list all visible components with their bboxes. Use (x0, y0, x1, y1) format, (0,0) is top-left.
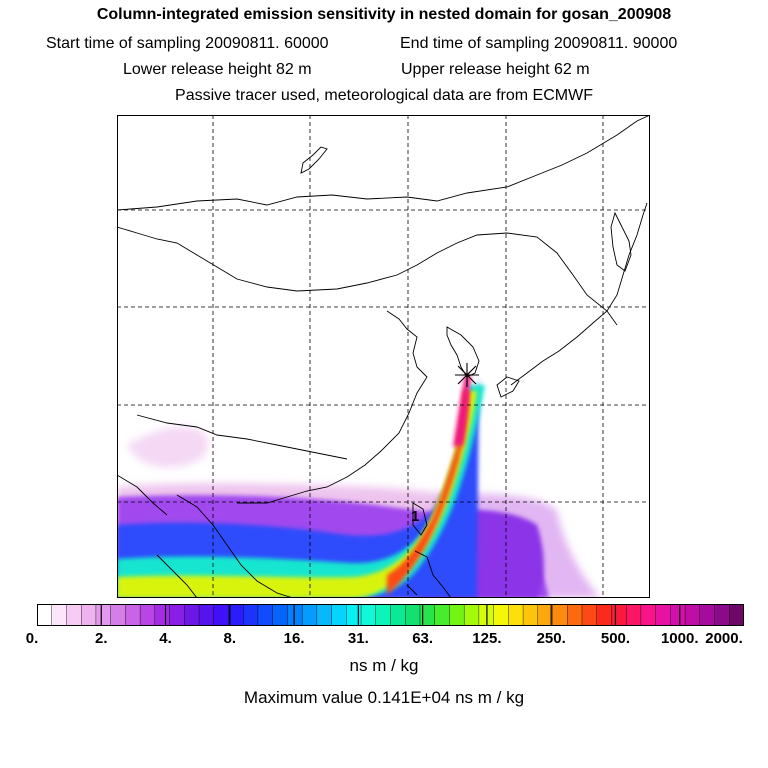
colorbar-cell (611, 604, 627, 626)
coastline-japan-south (496, 376, 520, 398)
colorbar-cell (139, 604, 156, 626)
plume-red (387, 391, 469, 595)
coastline-lake-baikal (300, 146, 328, 174)
colorbar-cell (125, 604, 141, 626)
colorbar-tick-label: 0. (25, 630, 39, 647)
units-label: ns m / kg (349, 656, 419, 675)
colorbar-cell (198, 604, 215, 626)
colorbar-cell (567, 604, 583, 626)
colorbar-tick-label: 31. (347, 630, 369, 647)
colorbar-tick-label: 250. (536, 630, 566, 647)
star-icon (455, 363, 479, 387)
coastline-mongolia-border (117, 226, 618, 326)
map-frame (117, 115, 650, 598)
coastline-taiwan (412, 502, 428, 536)
plume-blue (117, 377, 479, 598)
colorbar (37, 604, 744, 626)
plume-pink (453, 375, 471, 447)
colorbar-cell (655, 604, 671, 626)
colorbar-cell (80, 604, 97, 626)
colorbar-cell (51, 604, 68, 626)
plume-haze-northwest (127, 426, 209, 468)
colorbar-cell (596, 604, 613, 626)
grid-lines (117, 115, 650, 598)
coastline-japan (510, 202, 648, 386)
title: Column-integrated emission sensitivity i… (96, 6, 672, 23)
colorbar-cell (684, 604, 701, 626)
colorbar-tick-label: 63. (412, 630, 434, 647)
colorbar-cell (463, 604, 480, 626)
start-time-label: Start time of sampling 20090811. 60000 (46, 35, 329, 52)
tracer-note: Passive tracer used, meteorological data… (175, 87, 593, 104)
colorbar-cell (169, 604, 185, 626)
colorbar-cell (243, 604, 259, 626)
plume-yellow (117, 391, 477, 598)
colorbar-cell (390, 604, 406, 626)
colorbar-cell (714, 604, 730, 626)
colorbar-cell (110, 604, 126, 626)
colorbar-cell (360, 604, 377, 626)
plume-layers (117, 375, 601, 598)
colorbar-cell (625, 604, 642, 626)
coastline-indochina (156, 494, 294, 598)
colorbar-cell (95, 604, 112, 626)
colorbar-cell (316, 604, 333, 626)
colorbar-cell (301, 604, 318, 626)
colorbar-cell (699, 604, 716, 626)
colorbar-cell (154, 604, 171, 626)
colorbar-cell (375, 604, 392, 626)
colorbar-cell (493, 604, 509, 626)
colorbar-cell (213, 604, 230, 626)
colorbar-tick-label: 4. (159, 630, 172, 647)
colorbar-tick-label: 2. (95, 630, 108, 647)
colorbar-cell (257, 604, 274, 626)
colorbar-tick-label: 125. (472, 630, 502, 647)
colorbar-frame (37, 604, 744, 626)
coastline-china-east (237, 310, 428, 504)
colorbar-cell (287, 604, 303, 626)
colorbar-cell (272, 604, 288, 626)
colorbar-cell (552, 604, 568, 626)
colorbar-cell (346, 604, 362, 626)
colorbar-cell (405, 604, 421, 626)
colorbar-cell (729, 604, 744, 626)
colorbar-tick-label: 16. (283, 630, 305, 647)
colorbar-cell (66, 604, 82, 626)
coastline-philippines (406, 550, 452, 598)
coastline-northern-russia (117, 115, 650, 211)
colorbar-tick-label: 8. (223, 630, 237, 647)
end-time-label: End time of sampling 20090811. 90000 (400, 35, 678, 52)
colorbar-cell (522, 604, 539, 626)
colorbar-cell (670, 604, 686, 626)
track-label: 1 (411, 508, 419, 525)
colorbar-cell (184, 604, 200, 626)
map-canvas: 1 (117, 115, 650, 598)
colorbar-cell (640, 604, 657, 626)
upper-release-height-label: Upper release height 62 m (401, 61, 590, 78)
coastline-india-east (117, 474, 168, 516)
colorbar-tick-label: 2000. (705, 630, 743, 647)
colorbar-cell (508, 604, 524, 626)
coastline-sakhalin (610, 211, 632, 272)
colorbar-cell (434, 604, 451, 626)
colorbar-tick-label: 500. (600, 630, 631, 647)
colorbar-cell (449, 604, 465, 626)
colorbar-tick-label: 1000. (660, 630, 699, 647)
max-value-label: Maximum value 0.141E+04 ns m / kg (243, 688, 525, 707)
lower-release-height-label: Lower release height 82 m (123, 61, 312, 78)
sensitivity-map: 1 (117, 115, 650, 598)
colorbar-cell (228, 604, 244, 626)
colorbar-cell (331, 604, 347, 626)
colorbar-cell (581, 604, 598, 626)
colorbar-cell (37, 604, 53, 626)
